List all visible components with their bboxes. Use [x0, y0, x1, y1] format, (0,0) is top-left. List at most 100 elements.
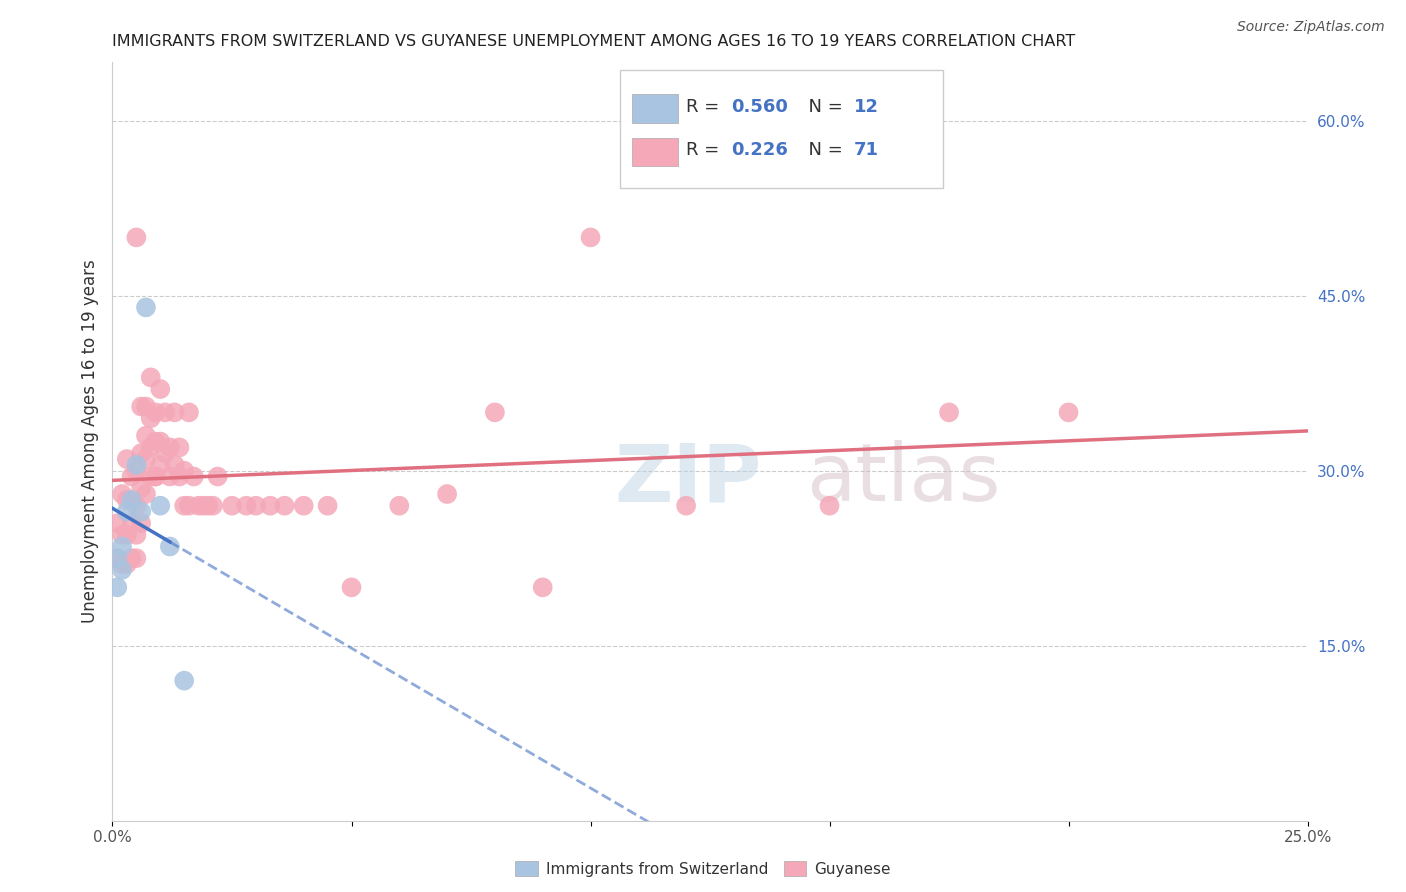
Point [159, 540, 181, 554]
Point [169, 469, 191, 483]
Point [388, 499, 411, 513]
FancyBboxPatch shape [633, 95, 678, 123]
Point [177, 499, 200, 513]
Point [129, 400, 152, 414]
Legend: Immigrants from Switzerland, Guyanese: Immigrants from Switzerland, Guyanese [508, 853, 898, 884]
FancyBboxPatch shape [620, 70, 943, 187]
Point [938, 405, 960, 419]
Point [105, 551, 128, 566]
Point [125, 458, 148, 472]
Point [531, 580, 554, 594]
Point [187, 499, 209, 513]
Point [129, 516, 152, 531]
Point [135, 301, 157, 315]
Point [221, 499, 243, 513]
Point [259, 499, 281, 513]
Point [111, 487, 134, 501]
Point [153, 405, 176, 419]
Point [173, 673, 195, 688]
Point [173, 464, 195, 478]
Point [201, 499, 224, 513]
Point [115, 557, 138, 571]
Point [111, 540, 134, 554]
Point [129, 481, 152, 495]
Point [121, 469, 143, 483]
Point [129, 504, 152, 518]
Point [159, 441, 181, 455]
Point [115, 528, 138, 542]
Point [139, 469, 162, 483]
Text: 12: 12 [853, 98, 879, 116]
Point [292, 499, 315, 513]
Point [125, 528, 148, 542]
Point [105, 516, 128, 531]
Point [125, 551, 148, 566]
Point [177, 405, 200, 419]
Point [111, 563, 134, 577]
Text: 0.560: 0.560 [731, 98, 789, 116]
Text: N =: N = [797, 142, 849, 160]
Y-axis label: Unemployment Among Ages 16 to 19 years: Unemployment Among Ages 16 to 19 years [80, 260, 98, 624]
Text: 71: 71 [853, 142, 879, 160]
Point [149, 499, 172, 513]
Point [235, 499, 257, 513]
Text: IMMIGRANTS FROM SWITZERLAND VS GUYANESE UNEMPLOYMENT AMONG AGES 16 TO 19 YEARS C: IMMIGRANTS FROM SWITZERLAND VS GUYANESE … [112, 34, 1076, 49]
Point [135, 428, 157, 442]
Text: R =: R = [686, 98, 725, 116]
Point [105, 551, 128, 566]
Point [207, 469, 229, 483]
Point [139, 411, 162, 425]
Point [145, 405, 167, 419]
Point [125, 464, 148, 478]
Point [111, 528, 134, 542]
Text: atlas: atlas [806, 441, 1000, 518]
FancyBboxPatch shape [633, 137, 678, 166]
Point [105, 580, 128, 594]
Point [121, 492, 143, 507]
Point [121, 551, 143, 566]
Point [579, 230, 602, 244]
Point [153, 446, 176, 460]
Point [139, 370, 162, 384]
Point [149, 382, 172, 396]
Point [169, 441, 191, 455]
Point [159, 469, 181, 483]
Point [183, 469, 205, 483]
Point [163, 405, 186, 419]
Point [818, 499, 841, 513]
Point [273, 499, 295, 513]
Point [145, 469, 167, 483]
Point [149, 434, 172, 449]
Point [197, 499, 219, 513]
Point [135, 487, 157, 501]
Point [340, 580, 363, 594]
Point [115, 492, 138, 507]
Text: N =: N = [797, 98, 849, 116]
Point [245, 499, 267, 513]
Point [675, 499, 697, 513]
Text: Source: ZipAtlas.com: Source: ZipAtlas.com [1237, 20, 1385, 34]
Point [135, 452, 157, 467]
Point [173, 499, 195, 513]
Point [436, 487, 458, 501]
Text: 0.226: 0.226 [731, 142, 789, 160]
Point [111, 557, 134, 571]
Point [163, 458, 186, 472]
Point [125, 499, 148, 513]
Point [149, 458, 172, 472]
Point [145, 434, 167, 449]
Point [193, 499, 215, 513]
Text: R =: R = [686, 142, 725, 160]
Point [125, 230, 148, 244]
Point [145, 469, 167, 483]
Point [139, 441, 162, 455]
Point [129, 446, 152, 460]
Point [121, 516, 143, 531]
Text: ZIP: ZIP [614, 441, 762, 518]
Point [115, 504, 138, 518]
Point [1057, 405, 1080, 419]
Point [484, 405, 506, 419]
Point [316, 499, 339, 513]
Point [135, 400, 157, 414]
Point [115, 452, 138, 467]
